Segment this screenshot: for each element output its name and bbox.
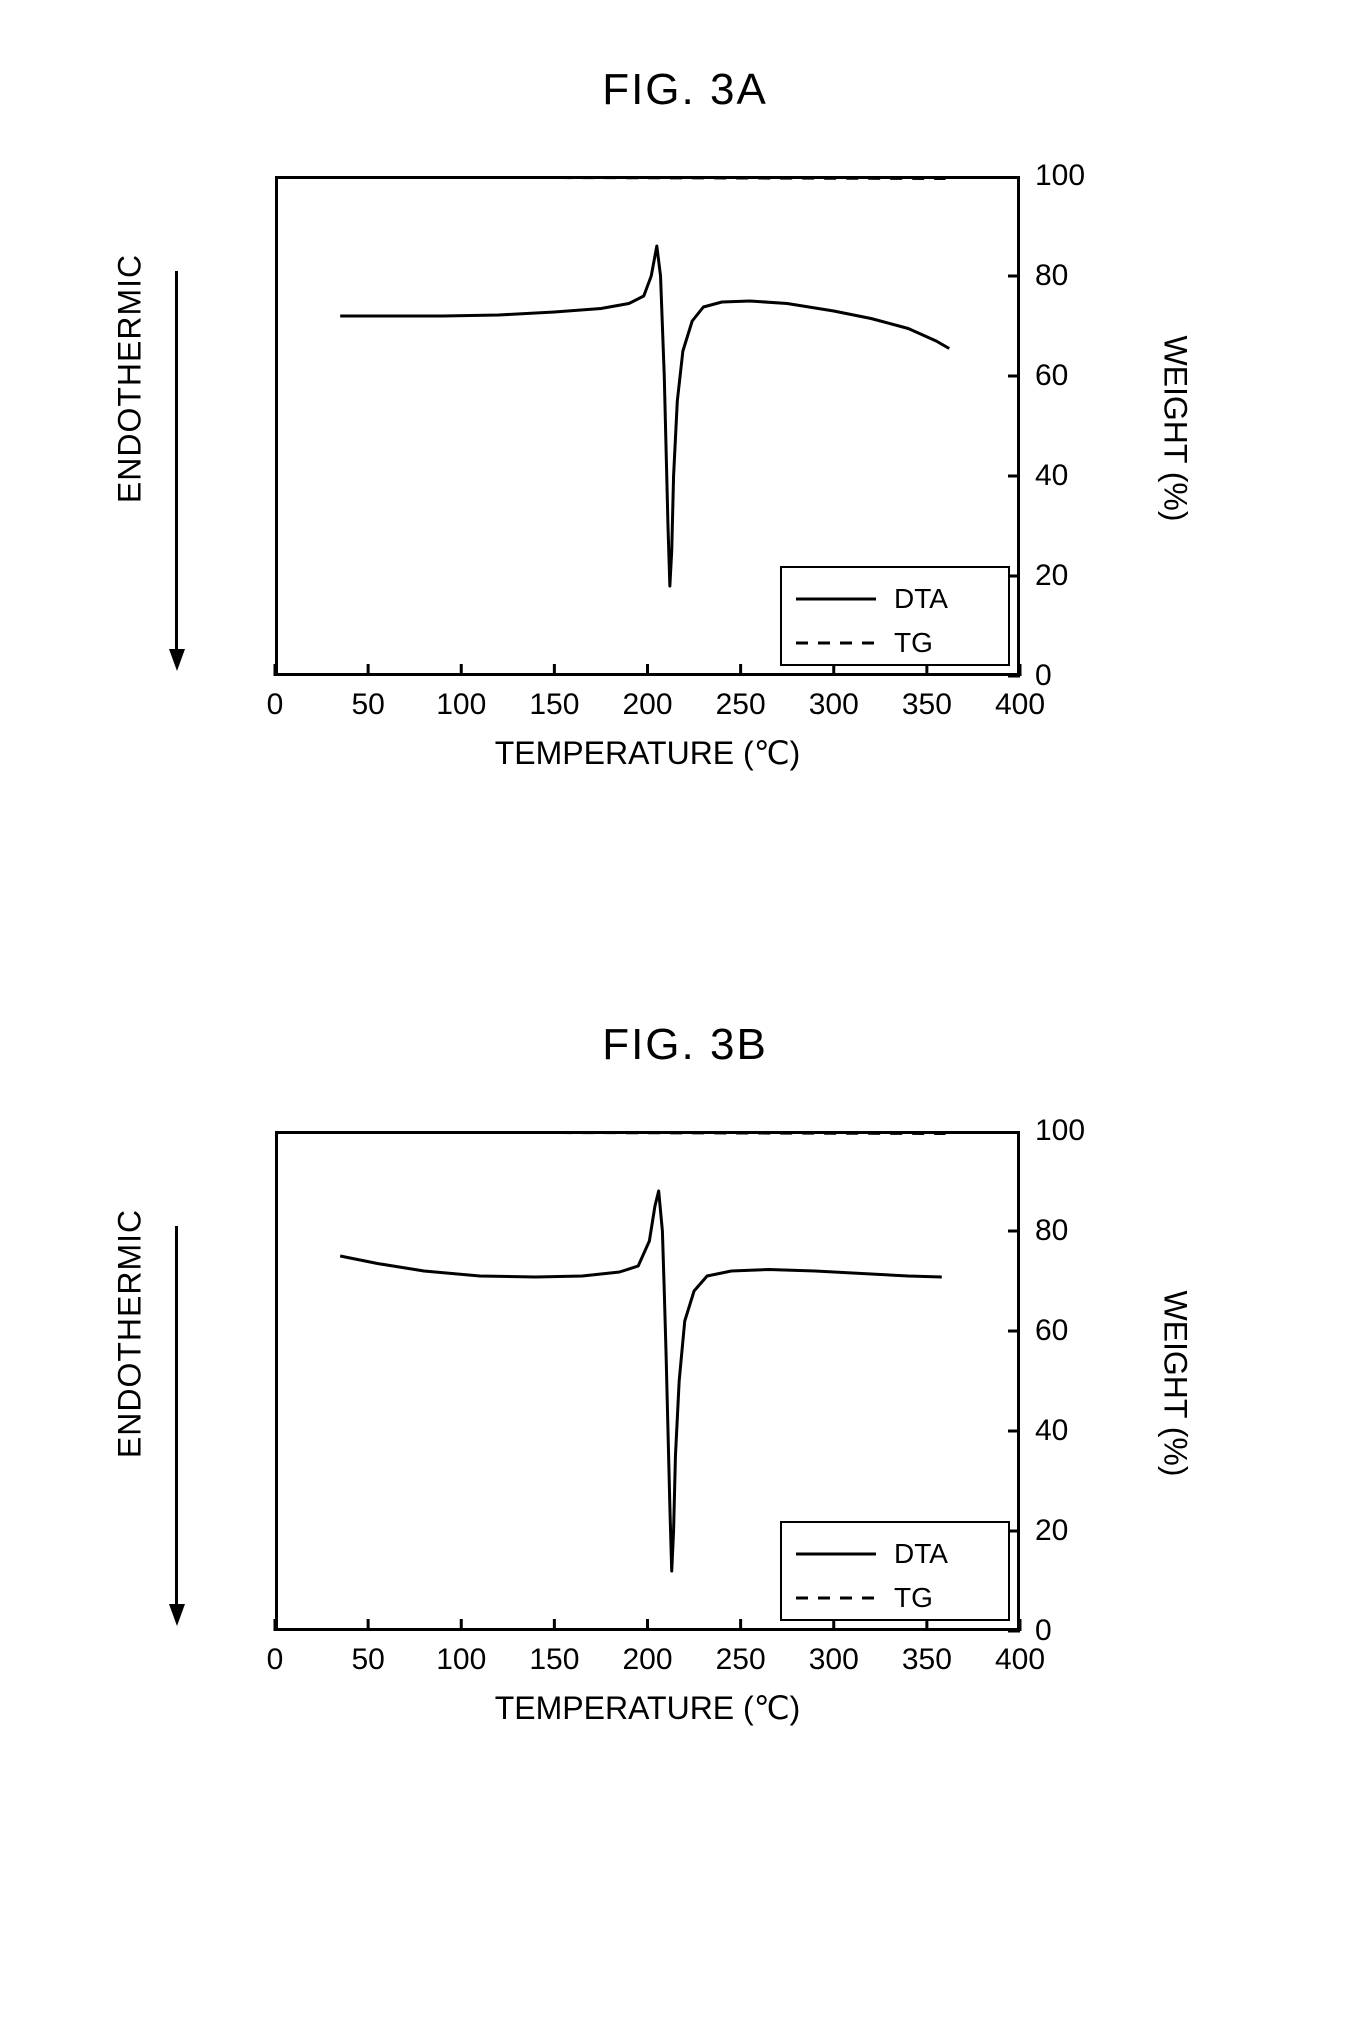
endothermic-arrow-line-b [175, 1226, 178, 1606]
x-tick-label: 200 [618, 1643, 678, 1677]
dta-line-b [340, 1191, 942, 1571]
x-tick-label: 300 [804, 1643, 864, 1677]
x-tick-label: 400 [990, 688, 1050, 722]
y-tick-label: 40 [1035, 459, 1068, 493]
legend-item: TG [796, 624, 933, 662]
y-tick-label: 60 [1035, 1314, 1068, 1348]
dta-line-a [340, 246, 949, 586]
x-tick-label: 250 [711, 1643, 771, 1677]
figure-title-b: FIG. 3B [0, 1020, 1370, 1070]
legend-swatch-icon [796, 1588, 876, 1608]
tg-line-a [340, 177, 945, 179]
x-tick-label: 0 [245, 1643, 305, 1677]
y-right-axis-label-a: WEIGHT (%) [1157, 179, 1194, 679]
legend-label: DTA [894, 583, 948, 615]
x-axis-label-b: TEMPERATURE (℃) [275, 1689, 1020, 1727]
plot-area-b: 050100150200250300350400020406080100TEMP… [0, 1131, 1370, 1771]
x-tick-label: 0 [245, 688, 305, 722]
x-tick-label: 250 [711, 688, 771, 722]
endothermic-arrow-head-a [169, 649, 185, 671]
y-left-axis-label-a: ENDOTHERMIC [112, 209, 149, 549]
x-tick-label: 150 [524, 688, 584, 722]
x-tick-label: 200 [618, 688, 678, 722]
figure-b: FIG. 3B050100150200250300350400020406080… [0, 1020, 1370, 1771]
legend-swatch-icon [796, 1544, 876, 1564]
y-right-axis-label-b: WEIGHT (%) [1157, 1134, 1194, 1634]
figure-a: FIG. 3A050100150200250300350400020406080… [0, 65, 1370, 816]
legend-label: TG [894, 627, 933, 659]
legend-label: TG [894, 1582, 933, 1614]
x-tick-label: 150 [524, 1643, 584, 1677]
endothermic-arrow-head-b [169, 1604, 185, 1626]
figure-title-a: FIG. 3A [0, 65, 1370, 115]
endothermic-arrow-line-a [175, 271, 178, 651]
legend-item: DTA [796, 1535, 948, 1573]
x-tick-label: 350 [897, 688, 957, 722]
legend-box-a: DTA TG [780, 566, 1010, 666]
x-tick-label: 50 [338, 688, 398, 722]
x-tick-label: 350 [897, 1643, 957, 1677]
y-tick-label: 40 [1035, 1414, 1068, 1448]
x-tick-label: 400 [990, 1643, 1050, 1677]
x-tick-label: 100 [431, 1643, 491, 1677]
y-tick-label: 0 [1035, 659, 1052, 693]
tg-line-b [340, 1132, 945, 1134]
legend-item: DTA [796, 580, 948, 618]
y-tick-label: 100 [1035, 159, 1085, 193]
plot-area-a: 050100150200250300350400020406080100TEMP… [0, 176, 1370, 816]
legend-swatch-icon [796, 633, 876, 653]
y-tick-label: 80 [1035, 1214, 1068, 1248]
x-tick-label: 50 [338, 1643, 398, 1677]
x-tick-label: 100 [431, 688, 491, 722]
y-tick-label: 20 [1035, 1514, 1068, 1548]
legend-label: DTA [894, 1538, 948, 1570]
x-tick-label: 300 [804, 688, 864, 722]
x-axis-label-a: TEMPERATURE (℃) [275, 734, 1020, 772]
legend-swatch-icon [796, 589, 876, 609]
legend-box-b: DTA TG [780, 1521, 1010, 1621]
legend-item: TG [796, 1579, 933, 1617]
y-tick-label: 80 [1035, 259, 1068, 293]
y-tick-label: 100 [1035, 1114, 1085, 1148]
y-tick-label: 60 [1035, 359, 1068, 393]
y-left-axis-label-b: ENDOTHERMIC [112, 1164, 149, 1504]
y-tick-label: 20 [1035, 559, 1068, 593]
y-tick-label: 0 [1035, 1614, 1052, 1648]
